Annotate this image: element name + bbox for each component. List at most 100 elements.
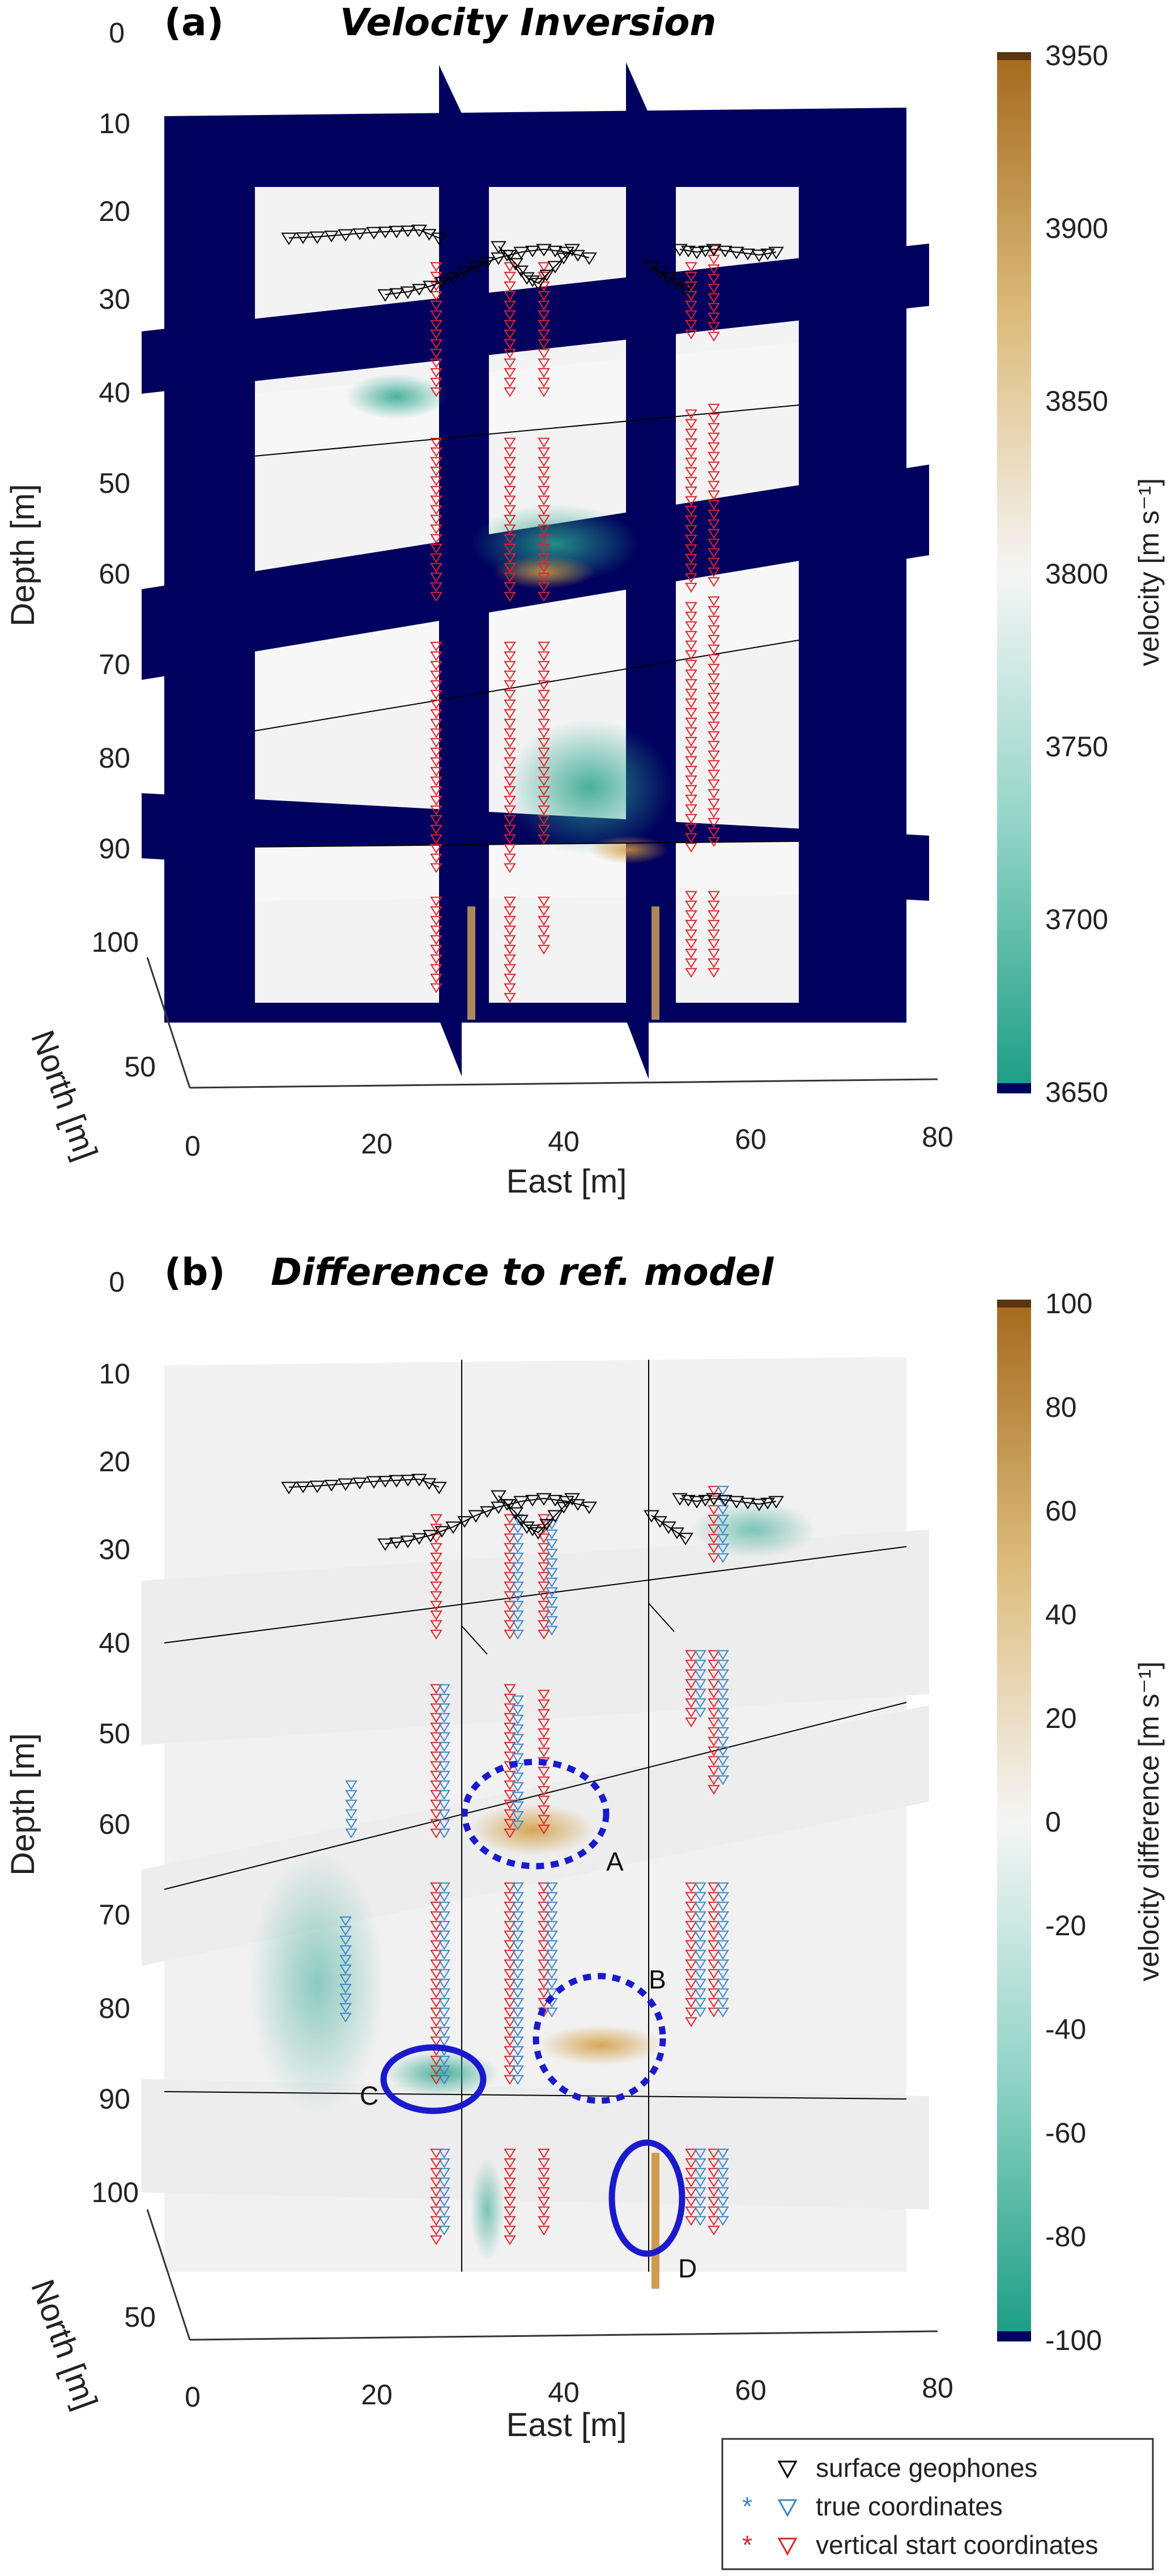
marker: [538, 1978, 550, 1989]
marker: [401, 1475, 415, 1487]
marker: [760, 248, 775, 261]
marker: [708, 509, 720, 520]
marker: [504, 1930, 516, 1940]
marker: [708, 808, 720, 818]
y-tick: 10: [99, 108, 130, 139]
marker: [717, 1930, 729, 1940]
marker: [694, 1930, 706, 1940]
marker: [708, 1688, 720, 1698]
marker: [430, 553, 442, 563]
marker: [717, 1524, 729, 1534]
marker: [519, 1521, 535, 1534]
marker: [508, 258, 523, 271]
legend-label: vertical start coordinates: [816, 2530, 1098, 2560]
marker: [430, 368, 442, 378]
marker: [694, 1659, 706, 1670]
marker: [339, 1916, 352, 1926]
marker: [685, 2196, 697, 2207]
marker: [546, 1587, 558, 1597]
marker: [708, 702, 720, 712]
marker: [685, 2158, 697, 2168]
marker: [708, 663, 720, 674]
marker: [430, 795, 442, 806]
marker: [345, 1819, 357, 1829]
marker: [430, 709, 442, 719]
marker: [512, 1714, 524, 1725]
anomaly-high: [470, 1804, 595, 1855]
marker: [538, 271, 550, 282]
marker: [504, 457, 516, 467]
marker: [423, 280, 438, 293]
marker: [430, 291, 442, 301]
marker: [411, 1474, 427, 1487]
borehole-markers: [339, 1485, 729, 2245]
marker: [685, 2148, 697, 2158]
colorbar-tick: 3950: [1045, 40, 1108, 71]
marker: [504, 1770, 516, 1781]
annotation-c-label: C: [360, 2081, 378, 2110]
marker: [538, 824, 550, 834]
marker: [681, 245, 696, 258]
marker: [708, 2168, 720, 2178]
marker: [685, 756, 697, 766]
panel-b-letter: (b): [164, 1250, 225, 1294]
marker: [538, 457, 550, 467]
marker: [685, 968, 697, 978]
marker: [512, 1998, 524, 2008]
marker: [430, 935, 442, 945]
marker: [670, 278, 684, 290]
marker: [430, 925, 442, 935]
marker: [538, 670, 550, 680]
marker: [708, 1524, 720, 1534]
colorbar-label: velocity [m s⁻¹]: [1133, 478, 1165, 666]
marker: [512, 1753, 524, 1763]
marker: [538, 281, 550, 291]
marker: [546, 1596, 558, 1607]
marker: [538, 2168, 550, 2178]
marker: [430, 457, 442, 467]
marker: [685, 1659, 697, 1670]
marker: [430, 1761, 442, 1771]
marker: [538, 1776, 550, 1786]
marker: [430, 1799, 442, 1809]
marker: [430, 973, 442, 983]
marker: [685, 891, 697, 901]
marker: [538, 377, 550, 388]
marker: [708, 948, 720, 959]
marker: [513, 246, 529, 259]
marker: [694, 1688, 706, 1698]
marker: [685, 679, 697, 689]
marker: [438, 1892, 450, 1902]
marker: [768, 246, 784, 259]
slice-edge: [164, 1546, 907, 1643]
marker: [504, 795, 516, 806]
marker: [421, 1478, 437, 1490]
marker: [538, 1824, 550, 1834]
marker: [708, 1775, 720, 1785]
marker: [504, 699, 516, 709]
marker: [504, 2148, 516, 2158]
marker: [512, 1772, 524, 1782]
marker: [377, 1538, 393, 1551]
marker: [324, 1480, 339, 1492]
marker: [685, 419, 697, 429]
marker: [514, 265, 529, 278]
marker: [377, 289, 393, 302]
marker: [694, 2007, 706, 2017]
y-tick: 60: [99, 558, 130, 590]
slice-edge: [461, 1625, 488, 1655]
marker: [538, 728, 550, 738]
marker: [430, 2196, 442, 2207]
marker: [708, 1756, 720, 1766]
marker: [366, 1476, 382, 1489]
anomaly-low: [691, 1501, 816, 1558]
geophone-line: [679, 1497, 777, 1505]
marker: [708, 577, 720, 587]
asterisk-marker-icon: *: [742, 2530, 752, 2560]
marker: [339, 1926, 352, 1936]
legend-label: true coordinates: [816, 2492, 1003, 2521]
marker: [708, 692, 720, 702]
marker: [504, 1828, 516, 1838]
marker: [694, 2196, 706, 2207]
